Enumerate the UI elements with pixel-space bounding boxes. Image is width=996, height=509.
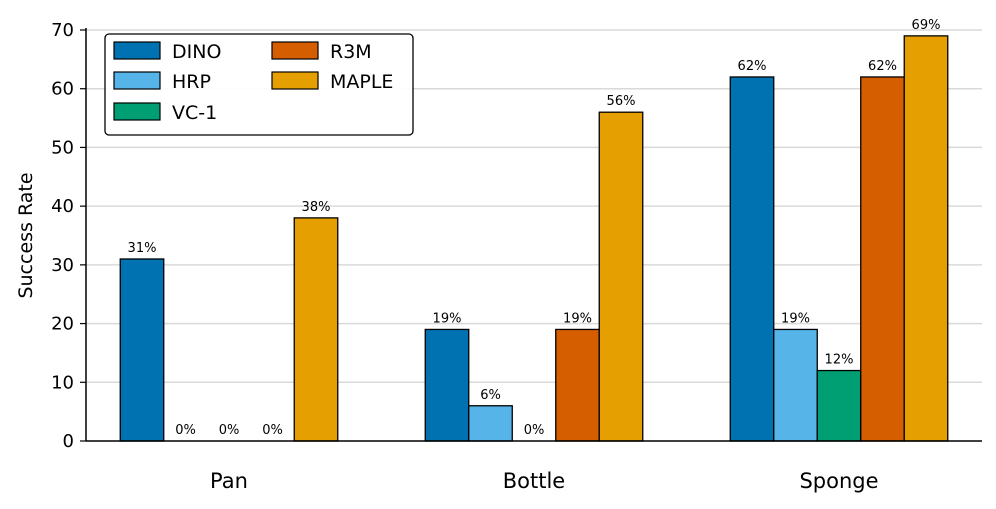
legend: DINO HRP VC-1 R3M MAPLE xyxy=(104,33,414,136)
bar-maple-sponge xyxy=(903,35,949,442)
legend-item-maple: MAPLE xyxy=(271,71,393,93)
bar-hrp-sponge xyxy=(773,328,818,442)
bar-hrp-bottle xyxy=(468,405,513,442)
bar-value-label: 19% xyxy=(781,311,810,326)
bar-value-label: 69% xyxy=(912,18,941,33)
bar-maple-pan xyxy=(293,217,339,442)
legend-item-hrp: HRP xyxy=(113,71,211,93)
bar-dino-pan xyxy=(119,258,165,442)
bar-maple-bottle xyxy=(598,111,644,442)
x-tick-label: Pan xyxy=(210,469,248,493)
bars xyxy=(119,35,949,442)
bar-value-label: 56% xyxy=(607,94,636,109)
bar-r3m-bottle xyxy=(555,328,600,442)
axes: 0 10 20 30 40 50 60 70 Pan Bottle Sponge Success Ra… xyxy=(15,20,982,493)
legend-label: DINO xyxy=(172,41,221,63)
bar-value-label: 19% xyxy=(563,311,592,326)
legend-label: HRP xyxy=(172,71,211,93)
y-tick-label: 70 xyxy=(51,20,74,41)
legend-item-dino: DINO xyxy=(113,41,221,63)
y-tick-label: 50 xyxy=(51,137,74,158)
bar-value-label: 0% xyxy=(262,423,283,438)
legend-swatch xyxy=(271,41,319,60)
legend-label: MAPLE xyxy=(330,71,393,93)
legend-swatch xyxy=(271,71,319,90)
bar-value-label: 0% xyxy=(175,423,196,438)
legend-item-vc-1: VC-1 xyxy=(113,102,217,124)
y-tick-label: 60 xyxy=(51,79,74,100)
bar-vc-1-sponge xyxy=(816,369,862,442)
bar-value-label: 0% xyxy=(524,423,545,438)
bar-value-label: 12% xyxy=(825,353,854,368)
bar-value-label: 62% xyxy=(738,59,767,74)
legend-swatch xyxy=(113,41,161,60)
bar-value-label: 19% xyxy=(433,311,462,326)
y-tick-label: 20 xyxy=(51,314,74,335)
y-axis-title: Success Rate xyxy=(15,172,37,298)
y-tick-label: 0 xyxy=(63,431,74,452)
bar-value-label: 62% xyxy=(868,59,897,74)
legend-frame xyxy=(104,33,414,136)
legend-label: VC-1 xyxy=(172,102,217,124)
bar-value-label: 6% xyxy=(480,388,501,403)
legend-label: R3M xyxy=(330,41,372,63)
y-tick-label: 30 xyxy=(51,255,74,276)
x-tick-label: Bottle xyxy=(503,469,565,493)
bar-dino-sponge xyxy=(729,76,775,442)
y-tick-label: 40 xyxy=(51,196,74,217)
bar-value-label: 38% xyxy=(302,200,331,215)
y-tick-label: 10 xyxy=(51,372,74,393)
legend-swatch xyxy=(113,102,161,121)
bar-value-labels: 31% 19% 62% 0% 6% 19% 0% 0% 12% 0% 19% 62% 38% 56% 69% xyxy=(128,18,941,438)
bar-dino-bottle xyxy=(424,328,470,442)
x-tick-label: Sponge xyxy=(799,469,878,493)
bar-value-label: 0% xyxy=(219,423,240,438)
legend-item-r3m: R3M xyxy=(271,41,372,63)
bar-r3m-sponge xyxy=(860,76,905,442)
legend-swatch xyxy=(113,71,161,90)
bar-value-label: 31% xyxy=(128,241,157,256)
